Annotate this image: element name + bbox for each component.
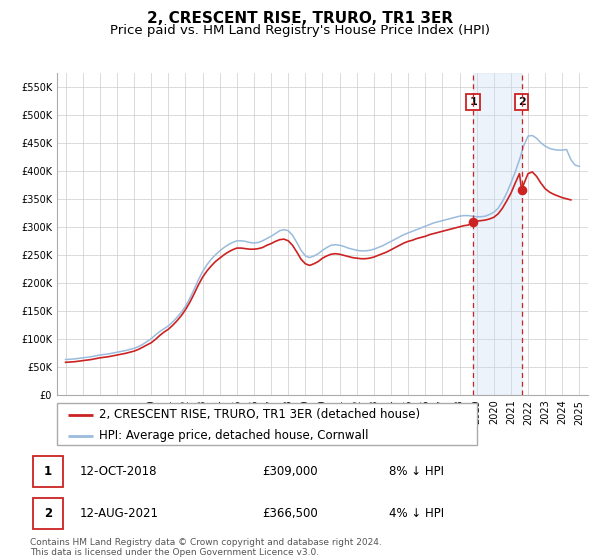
Text: 8% ↓ HPI: 8% ↓ HPI xyxy=(389,465,444,478)
Text: Price paid vs. HM Land Registry's House Price Index (HPI): Price paid vs. HM Land Registry's House … xyxy=(110,24,490,37)
Text: 2, CRESCENT RISE, TRURO, TR1 3ER: 2, CRESCENT RISE, TRURO, TR1 3ER xyxy=(147,11,453,26)
FancyBboxPatch shape xyxy=(33,456,63,487)
Point xyxy=(468,217,478,226)
Text: 4% ↓ HPI: 4% ↓ HPI xyxy=(389,507,444,520)
Text: HPI: Average price, detached house, Cornwall: HPI: Average price, detached house, Corn… xyxy=(99,430,368,442)
Text: 2, CRESCENT RISE, TRURO, TR1 3ER (detached house): 2, CRESCENT RISE, TRURO, TR1 3ER (detach… xyxy=(99,408,420,422)
Text: 1: 1 xyxy=(44,465,52,478)
Text: Contains HM Land Registry data © Crown copyright and database right 2024.
This d: Contains HM Land Registry data © Crown c… xyxy=(30,538,382,557)
FancyBboxPatch shape xyxy=(33,498,63,529)
Text: 1: 1 xyxy=(469,97,477,107)
Text: 2: 2 xyxy=(44,507,52,520)
Text: £366,500: £366,500 xyxy=(262,507,317,520)
Bar xyxy=(473,73,521,395)
Point xyxy=(517,185,526,194)
Text: 2: 2 xyxy=(518,97,526,107)
Text: £309,000: £309,000 xyxy=(262,465,317,478)
Text: 12-AUG-2021: 12-AUG-2021 xyxy=(80,507,158,520)
Text: 12-OCT-2018: 12-OCT-2018 xyxy=(80,465,157,478)
